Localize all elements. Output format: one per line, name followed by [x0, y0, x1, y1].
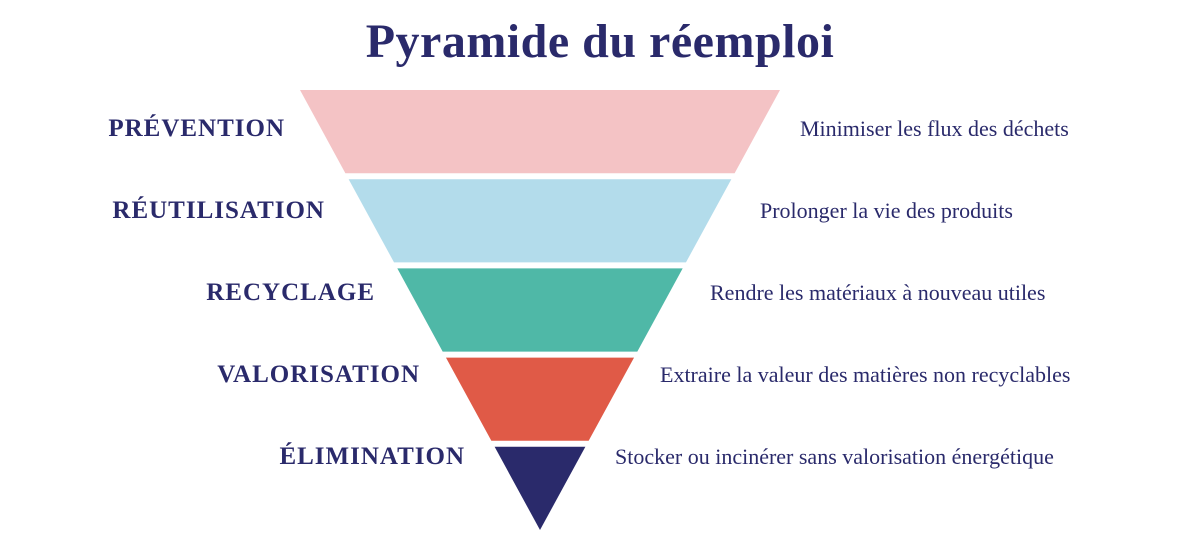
level-desc-1: Prolonger la vie des produits: [760, 198, 1013, 224]
row-0: PRÉVENTION Minimiser les flux des déchet…: [0, 90, 1200, 168]
level-desc-4: Stocker ou incinérer sans valorisation é…: [615, 444, 1054, 470]
level-name-3: VALORISATION: [155, 361, 420, 389]
level-desc-0: Minimiser les flux des déchets: [800, 116, 1069, 142]
row-1: RÉUTILISATION Prolonger la vie des produ…: [0, 172, 1200, 250]
row-2: RECYCLAGE Rendre les matériaux à nouveau…: [0, 254, 1200, 332]
level-name-4: ÉLIMINATION: [200, 443, 465, 471]
page-title: Pyramide du réemploi: [0, 14, 1200, 69]
row-4: ÉLIMINATION Stocker ou incinérer sans va…: [0, 418, 1200, 496]
row-3: VALORISATION Extraire la valeur des mati…: [0, 336, 1200, 414]
level-desc-2: Rendre les matériaux à nouveau utiles: [710, 280, 1045, 306]
level-name-1: RÉUTILISATION: [60, 197, 325, 225]
level-desc-3: Extraire la valeur des matières non recy…: [660, 362, 1070, 388]
level-name-0: PRÉVENTION: [20, 115, 285, 143]
level-name-2: RECYCLAGE: [110, 279, 375, 307]
